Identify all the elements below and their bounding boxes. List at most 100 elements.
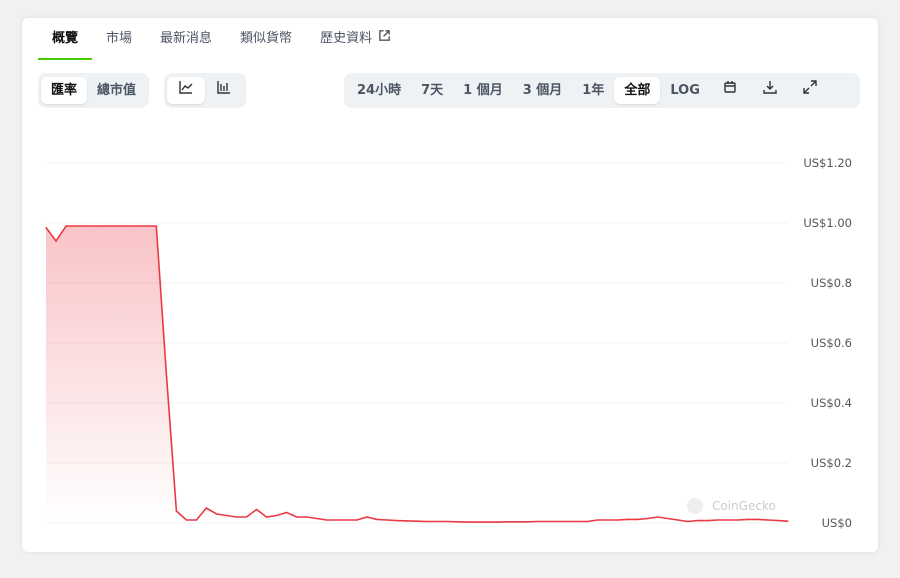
expand-icon (803, 77, 817, 104)
data-point (606, 519, 609, 521)
data-point (707, 520, 709, 522)
data-point (697, 520, 699, 522)
data-point (446, 520, 448, 523)
tab-1[interactable]: 市場 (92, 18, 146, 60)
data-point (747, 518, 749, 521)
tab-label: 概覽 (52, 31, 79, 46)
data-point (376, 518, 378, 521)
data-point (466, 521, 468, 523)
data-point (55, 240, 57, 242)
download-icon (763, 77, 777, 104)
data-point (556, 520, 558, 523)
data-point (626, 518, 629, 521)
data-point (326, 519, 328, 521)
y-tick-label: US$0.8 (811, 276, 852, 290)
data-point (65, 225, 67, 227)
data-point (436, 520, 438, 523)
data-point (486, 521, 488, 523)
tab-label: 市場 (106, 31, 133, 46)
range-option-3[interactable]: 3 個月 (522, 83, 563, 98)
data-point (717, 519, 719, 521)
data-point (506, 521, 508, 523)
tab-bar: 概覽 市場 最新消息 類似貨幣 歷史資料 (38, 18, 405, 60)
y-tick-label: US$0 (822, 516, 852, 530)
calendar-icon (723, 77, 737, 104)
data-point (215, 513, 218, 515)
coingecko-logo (687, 498, 703, 514)
data-point (767, 519, 769, 521)
data-point (426, 520, 428, 523)
download-button[interactable] (750, 77, 790, 104)
data-point (496, 521, 498, 523)
range-option-2[interactable]: 1 個月 (463, 83, 503, 98)
candlestick-chart-button[interactable] (205, 77, 243, 104)
tab-0[interactable]: 概覽 (38, 18, 93, 60)
range-option-4[interactable]: 1年 (582, 83, 605, 98)
data-point (737, 519, 739, 521)
data-point (346, 519, 348, 521)
data-point (777, 520, 779, 522)
tab-4[interactable]: 歷史資料 (306, 18, 405, 60)
data-point (667, 517, 669, 520)
metric-option-0[interactable]: 匯率 (41, 77, 88, 104)
tab-label: 歷史資料 (320, 31, 373, 46)
data-point (406, 520, 408, 522)
data-point (596, 519, 599, 521)
data-point (286, 511, 288, 514)
data-point (476, 521, 478, 523)
data-point (526, 521, 528, 523)
data-point (576, 520, 579, 523)
data-point (85, 225, 87, 227)
data-point (647, 517, 649, 520)
data-point (265, 516, 268, 518)
data-point (165, 372, 167, 374)
y-tick-label: US$0.6 (811, 336, 852, 350)
y-tick-label: US$0.4 (811, 396, 852, 410)
data-point (566, 520, 569, 523)
range-option-1[interactable]: 7天 (421, 83, 444, 98)
tab-3[interactable]: 類似貨幣 (226, 18, 306, 60)
range-option-5[interactable]: 全部 (614, 77, 661, 104)
data-point (245, 516, 248, 518)
data-point (306, 516, 308, 518)
candlestick-chart-icon (217, 77, 231, 104)
calendar-button[interactable] (710, 77, 750, 104)
data-point (125, 225, 127, 227)
y-tick-label: US$1.00 (803, 216, 852, 230)
data-point (175, 510, 177, 512)
tab-2[interactable]: 最新消息 (146, 18, 226, 60)
data-point (727, 519, 729, 521)
data-point (95, 225, 97, 227)
metric-option-1[interactable]: 總市值 (97, 83, 137, 98)
line-chart-button[interactable] (167, 77, 205, 104)
data-point (687, 520, 689, 523)
data-point (616, 519, 619, 521)
data-point (145, 225, 147, 227)
coingecko-watermark: CoinGecko (712, 499, 776, 513)
expand-button[interactable] (790, 77, 830, 104)
data-point (757, 518, 759, 521)
range-option-6[interactable]: LOG (670, 83, 700, 98)
data-point (586, 520, 589, 523)
data-point (677, 519, 679, 521)
area-fill (46, 226, 788, 523)
data-point (396, 520, 398, 522)
data-point (195, 519, 198, 521)
data-point (276, 514, 278, 517)
line-chart-icon (179, 77, 193, 104)
tab-label: 類似貨幣 (240, 31, 293, 46)
data-point (657, 516, 659, 518)
data-point (536, 520, 538, 523)
range-option-0[interactable]: 24小時 (357, 83, 402, 98)
metric-toggle: 匯率 總市值 (38, 73, 150, 108)
data-point (185, 519, 187, 521)
data-point (296, 516, 298, 518)
data-point (316, 517, 318, 520)
data-point (456, 521, 458, 523)
data-point (155, 225, 157, 227)
data-point (225, 514, 228, 517)
data-point (386, 519, 388, 521)
data-point (546, 520, 548, 523)
y-tick-label: US$0.2 (811, 456, 852, 470)
